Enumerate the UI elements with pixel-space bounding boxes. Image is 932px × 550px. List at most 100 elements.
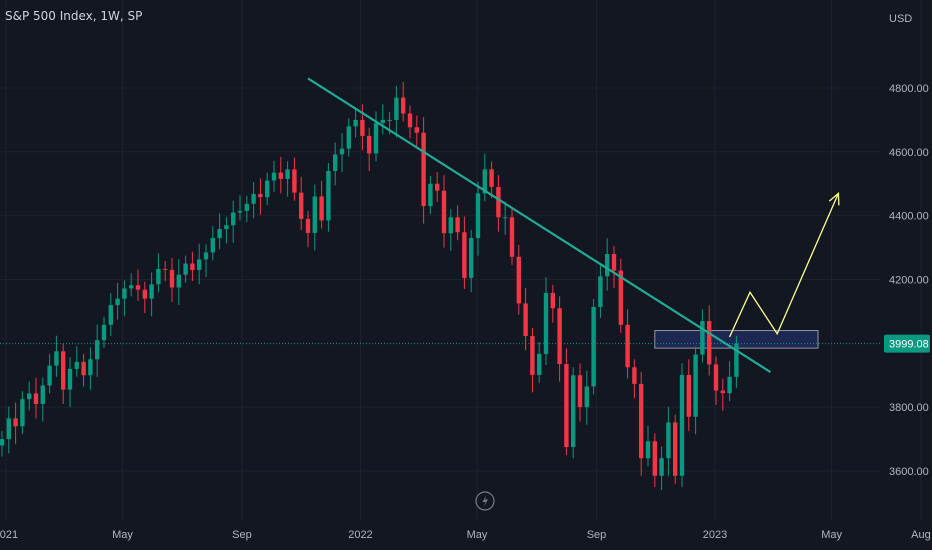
candle-body: [176, 274, 181, 288]
candle-body: [645, 441, 651, 459]
candle-body: [584, 386, 589, 408]
candle-body: [482, 169, 487, 194]
candle-body: [571, 375, 576, 448]
candle-body: [428, 183, 433, 207]
candle-body: [537, 353, 542, 375]
y-tick-label: 4200.00: [889, 275, 929, 287]
candle-body: [258, 193, 263, 198]
candle-body: [115, 298, 120, 306]
projection-arrowhead: [828, 191, 840, 206]
candle-body: [421, 132, 426, 207]
y-tick-label: 3600.00: [889, 466, 929, 478]
candle-body: [333, 154, 338, 171]
candle-body: [713, 364, 719, 391]
candle-body: [0, 439, 5, 446]
x-tick-label: May: [821, 529, 842, 541]
candle-body: [285, 169, 290, 179]
x-tick-label: 2022: [348, 529, 372, 541]
candle-body: [40, 385, 45, 404]
candle-body: [543, 292, 549, 354]
candle-body: [496, 186, 501, 218]
candle-body: [271, 172, 277, 181]
candle-body: [618, 270, 623, 325]
candle-body: [475, 193, 481, 239]
candle-body: [47, 365, 52, 386]
projection-path[interactable]: [729, 193, 839, 338]
candle-body: [414, 127, 419, 133]
candle-body: [122, 288, 127, 299]
lightning-icon[interactable]: [475, 491, 495, 511]
candle-body: [659, 458, 664, 476]
currency-label: USD: [889, 13, 912, 25]
candle-body: [81, 361, 86, 376]
candle-body: [523, 303, 528, 336]
candle-body: [673, 422, 678, 476]
y-tick-label: 3800.00: [889, 402, 929, 414]
candle-body: [550, 292, 555, 309]
candle-body: [435, 183, 440, 191]
candle-body: [666, 422, 671, 459]
candle-body: [401, 97, 406, 114]
candle-body: [156, 268, 161, 285]
candle-body: [462, 232, 467, 278]
x-tick-label: May: [112, 529, 133, 541]
candle-body: [720, 390, 725, 394]
candle-body: [489, 169, 494, 187]
x-tick-label: Sep: [587, 529, 607, 541]
candle-body: [20, 399, 25, 427]
candle-body: [394, 97, 399, 120]
x-tick-label: 2023: [703, 529, 727, 541]
last-price-label: 3999.08: [889, 339, 929, 351]
candle-body: [27, 393, 32, 400]
candle-body: [299, 192, 304, 219]
price-axis[interactable]: 4800.00 4600.00 4400.00 4200.00 3800.00 3600.…: [889, 83, 929, 478]
candle-body: [197, 259, 202, 270]
candle-body: [67, 368, 73, 390]
candle-body: [169, 269, 175, 288]
chart-title: S&P 500 Index, 1W, SP: [5, 9, 143, 23]
candle-body: [591, 306, 596, 387]
candle-body: [54, 351, 59, 366]
x-tick-label: 2021: [0, 529, 18, 541]
candle-body: [448, 217, 453, 234]
candle-body: [319, 196, 324, 221]
descending-trendline[interactable]: [307, 77, 771, 373]
candle-body: [639, 383, 644, 459]
candle-body: [469, 238, 474, 278]
candle-body: [373, 123, 379, 154]
candle-body: [183, 263, 188, 275]
candle-body: [509, 217, 515, 257]
candle-body: [380, 119, 385, 124]
candle-body: [707, 320, 712, 365]
x-tick-label: Sep: [232, 529, 252, 541]
candle-body: [265, 180, 270, 198]
candle-body: [727, 376, 732, 394]
candle-body: [516, 256, 521, 304]
candle-body: [598, 276, 603, 307]
candle-body: [101, 324, 107, 341]
candle-body: [61, 351, 66, 390]
candle-body: [251, 193, 256, 204]
y-tick-label: 4600.00: [889, 147, 929, 159]
candle-body: [224, 225, 229, 230]
candle-body: [387, 119, 392, 121]
candle-body: [605, 253, 610, 277]
x-tick-label: May: [467, 529, 488, 541]
candle-body: [292, 169, 297, 193]
candle-body: [108, 305, 113, 325]
candle-body: [360, 119, 365, 136]
candle-body: [33, 393, 39, 404]
candle-body: [326, 170, 331, 221]
candle-body: [679, 374, 685, 476]
candle-body: [353, 119, 358, 127]
candle-body: [129, 285, 134, 289]
candle-body: [346, 126, 351, 149]
candle-body: [652, 441, 657, 476]
candle-body: [564, 364, 569, 448]
candle-body: [6, 418, 11, 440]
y-tick-label: 4400.00: [889, 211, 929, 223]
time-axis[interactable]: 2021MaySep2022MaySep2023MayAug2024MaySep: [0, 529, 932, 541]
candle-body: [149, 284, 154, 299]
candle-body: [244, 203, 249, 211]
